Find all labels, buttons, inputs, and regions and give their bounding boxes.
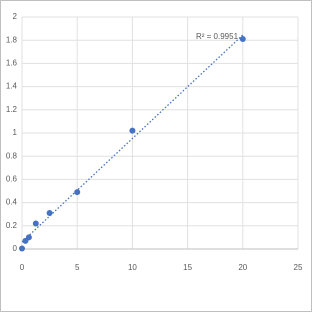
- data-point: [32, 220, 39, 227]
- x-tick-label: 0: [20, 263, 25, 272]
- y-tick-label: 1: [13, 128, 18, 137]
- x-tick-label: 20: [238, 263, 247, 272]
- data-point: [74, 189, 81, 196]
- data-point: [129, 127, 136, 134]
- y-tick-label: 0.6: [6, 175, 18, 184]
- data-point: [19, 245, 25, 252]
- y-tick-label: 1.4: [6, 82, 18, 91]
- data-point: [46, 210, 53, 217]
- y-tick-label: 2: [13, 12, 18, 21]
- y-tick-label: 1.2: [6, 105, 18, 114]
- y-tick-label: 0.8: [6, 151, 18, 160]
- x-tick-label: 15: [183, 263, 192, 272]
- x-tick-label: 5: [75, 263, 80, 272]
- data-point: [25, 234, 32, 241]
- chart: 00.20.40.60.811.21.41.61.820 5 10 15 20 25R² …: [0, 0, 312, 312]
- trendline: [21, 34, 244, 243]
- data-point: [239, 36, 246, 43]
- y-tick-label: 1.8: [6, 35, 18, 44]
- annotation: R² = 0.9951: [196, 32, 239, 41]
- y-tick-label: 0: [13, 244, 18, 253]
- y-tick-label: 0.4: [6, 198, 18, 207]
- x-tick-label: 25: [294, 263, 303, 272]
- y-tick-label: 1.6: [6, 59, 18, 68]
- x-tick-label: 10: [128, 263, 137, 272]
- y-tick-label: 0.2: [6, 221, 18, 230]
